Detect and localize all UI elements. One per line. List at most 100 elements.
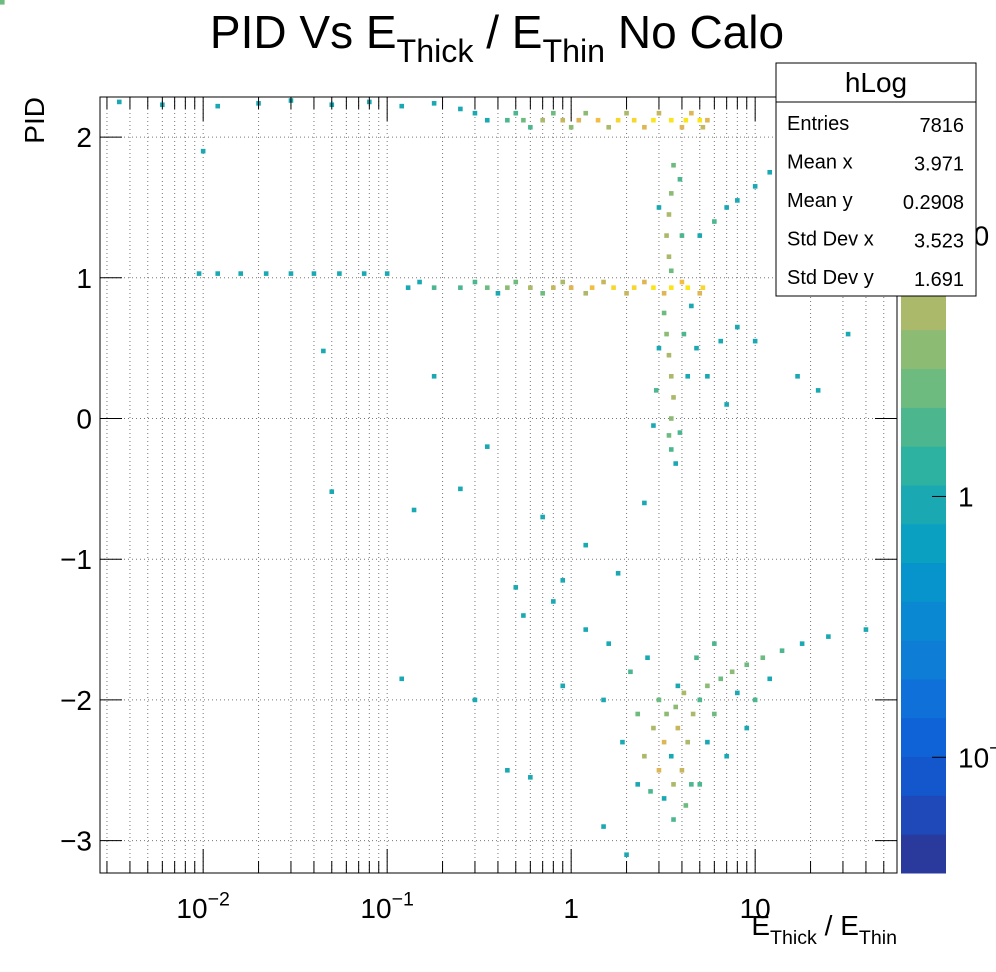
histogram-cell	[513, 279, 519, 285]
histogram-cell	[656, 110, 662, 116]
y-tick-label: −1	[60, 544, 92, 575]
histogram-cell	[735, 198, 740, 203]
histogram-cell	[631, 285, 637, 290]
histogram-cell	[744, 725, 750, 731]
histogram-cell	[484, 117, 490, 123]
histogram-cell	[116, 99, 122, 105]
histogram-cell	[405, 285, 411, 290]
tick-exponent: −1	[392, 888, 414, 910]
histogram-cell	[744, 662, 750, 668]
tick-base: 10	[958, 742, 989, 773]
histogram-cell	[697, 782, 703, 787]
x-tick-label: 10	[740, 893, 771, 924]
histogram-cell	[576, 117, 582, 123]
histogram-cell	[615, 570, 621, 576]
histogram-cell	[589, 285, 595, 290]
histogram-cell	[399, 676, 405, 682]
histogram-cell	[697, 697, 703, 703]
stats-value: 0.2908	[903, 192, 964, 214]
y-axis-label: PID	[19, 97, 50, 144]
histogram-cell	[484, 285, 490, 290]
histogram-cell	[666, 352, 672, 358]
histogram-cell	[635, 782, 641, 787]
histogram-cell	[668, 117, 674, 123]
histogram-cell	[458, 486, 463, 492]
text-part: Thin	[542, 33, 605, 69]
histogram-cell	[568, 124, 574, 130]
stats-value: 3.523	[914, 231, 964, 253]
histogram-cell	[752, 338, 758, 344]
histogram-cell	[620, 739, 625, 745]
histogram-cell	[560, 117, 566, 123]
histogram-cell	[668, 416, 674, 421]
histogram-cell	[321, 348, 326, 354]
histogram-cell	[760, 655, 766, 661]
text-part: Thick	[397, 33, 475, 69]
stats-label: Entries	[787, 113, 849, 135]
histogram-cell	[685, 285, 691, 290]
histogram-cell	[215, 103, 221, 109]
histogram-cell	[685, 374, 691, 379]
color-band	[901, 795, 946, 835]
histogram-cell	[671, 395, 676, 400]
histogram-cell	[642, 753, 647, 759]
histogram-cell	[681, 331, 687, 337]
histogram-cell	[521, 117, 526, 123]
histogram-cell	[583, 110, 589, 116]
histogram-cell	[601, 824, 606, 829]
color-band	[901, 329, 946, 370]
histogram-cell	[705, 739, 710, 745]
histogram-cell	[651, 285, 656, 290]
histogram-cell	[484, 444, 490, 449]
histogram-cell	[679, 124, 685, 130]
histogram-cell	[505, 767, 510, 773]
histogram-cell	[656, 767, 662, 773]
histogram-cell	[528, 124, 533, 130]
stats-value: 7816	[920, 115, 965, 137]
chart-title: PID Vs EThick / EThin No Calo	[210, 6, 784, 69]
histogram-cell	[675, 683, 681, 689]
histogram-cell	[656, 697, 662, 703]
histogram-cell	[752, 184, 758, 189]
histogram-cell	[540, 117, 545, 123]
y-tick-label: −2	[60, 685, 92, 716]
histogram-cell	[560, 279, 566, 285]
histogram-cell	[458, 106, 463, 112]
histogram-cell	[606, 124, 612, 130]
histogram-cell	[431, 374, 437, 379]
tick-exponent: −1	[989, 738, 996, 760]
histogram-cell	[645, 655, 650, 661]
tick-base: 10	[360, 893, 391, 924]
color-band	[901, 523, 946, 564]
histogram-cell	[513, 110, 519, 116]
histogram-cell	[845, 331, 851, 337]
histogram-cell	[417, 279, 422, 285]
histogram-cell	[767, 169, 773, 175]
text-part: E	[751, 910, 770, 941]
text-part: / E	[473, 6, 542, 58]
histogram-cell	[735, 690, 740, 696]
histogram-cell	[705, 117, 710, 123]
histogram-cell	[668, 374, 674, 379]
histogram-cell	[664, 711, 669, 717]
histogram-cell	[668, 268, 674, 274]
x-tick-label: 10−1	[360, 888, 414, 924]
color-band	[901, 562, 946, 602]
tick-exponent: −2	[208, 888, 230, 910]
histogram-cell	[656, 345, 662, 351]
color-band	[901, 407, 946, 447]
histogram-cell	[712, 641, 717, 646]
histogram-cell	[735, 324, 740, 330]
color-band	[901, 640, 946, 680]
histogram-cell	[690, 711, 696, 717]
histogram-cell	[624, 852, 629, 858]
histogram-cell	[196, 271, 202, 276]
histogram-cell	[583, 542, 589, 548]
histogram-cell	[668, 753, 674, 759]
histogram-cell	[472, 110, 478, 116]
x-tick-label: 1	[563, 893, 579, 924]
stats-value: 1.691	[914, 269, 964, 291]
histogram-cell	[200, 148, 206, 154]
histogram-cell	[724, 753, 729, 759]
